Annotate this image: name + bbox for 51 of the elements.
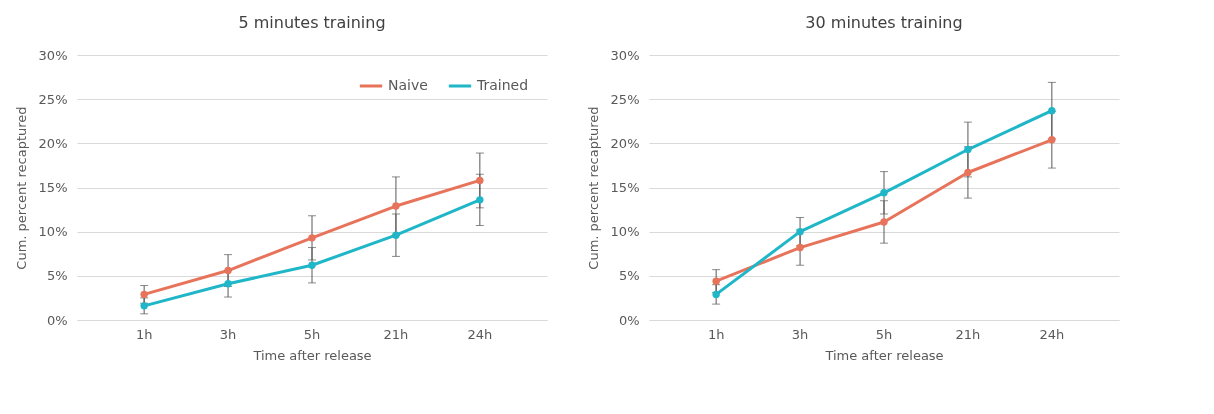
x-axis-title: Time after release bbox=[824, 347, 944, 363]
y-tick-label: 5% bbox=[46, 268, 68, 284]
y-tick-label: 0% bbox=[618, 312, 640, 328]
chart-title: 30 minutes training bbox=[805, 13, 963, 32]
y-tick-label: 25% bbox=[38, 91, 68, 107]
point bbox=[224, 280, 232, 288]
x-tick-label: 5h bbox=[875, 326, 893, 342]
x-tick-label: 1h bbox=[135, 326, 153, 342]
x-tick-label: 1h bbox=[707, 326, 725, 342]
x-tick-label: 5h bbox=[303, 326, 321, 342]
x-axis-title: Time after release bbox=[252, 347, 372, 363]
y-tick-label: 15% bbox=[610, 180, 640, 195]
y-tick-label: 10% bbox=[610, 224, 640, 240]
point bbox=[140, 290, 148, 299]
point bbox=[880, 218, 888, 226]
x-tick-label: 3h bbox=[219, 326, 237, 342]
y-tick-label: 0% bbox=[46, 312, 68, 328]
point bbox=[224, 266, 232, 275]
legend-label: Naive bbox=[388, 77, 428, 93]
y-tick-label: 30% bbox=[38, 47, 68, 63]
chart-title: 5 minutes training bbox=[238, 13, 386, 32]
point bbox=[140, 302, 148, 310]
point bbox=[1048, 106, 1056, 115]
point bbox=[796, 243, 804, 252]
point bbox=[964, 145, 972, 154]
point bbox=[796, 227, 804, 236]
x-tick-label: 24h bbox=[467, 326, 493, 342]
y-tick-label: 20% bbox=[38, 135, 68, 151]
y-tick-label: 5% bbox=[618, 268, 640, 284]
point bbox=[964, 168, 972, 177]
legend-label: Trained bbox=[476, 77, 529, 93]
y-axis-title: Cum. percent recaptured bbox=[13, 106, 29, 270]
point bbox=[1048, 136, 1056, 144]
y-tick-label: 15% bbox=[38, 180, 68, 195]
point bbox=[308, 234, 316, 242]
point bbox=[712, 290, 720, 299]
y-tick-label: 30% bbox=[610, 47, 640, 63]
y-tick-label: 10% bbox=[38, 224, 68, 240]
y-tick-label: 25% bbox=[610, 91, 640, 107]
point bbox=[476, 196, 484, 204]
y-axis-title: Cum. percent recaptured bbox=[585, 106, 601, 270]
point bbox=[712, 277, 720, 285]
x-tick-label: 3h bbox=[791, 326, 809, 342]
point bbox=[880, 189, 888, 197]
x-tick-label: 21h bbox=[955, 326, 981, 342]
point bbox=[476, 176, 484, 185]
point bbox=[308, 261, 316, 269]
x-tick-label: 21h bbox=[383, 326, 409, 342]
x-tick-label: 24h bbox=[1039, 326, 1065, 342]
y-tick-label: 20% bbox=[610, 135, 640, 151]
point bbox=[392, 202, 400, 210]
